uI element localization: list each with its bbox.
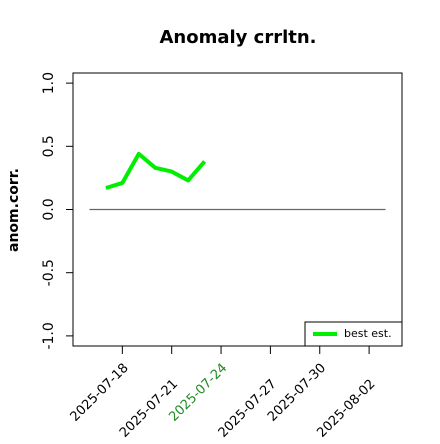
data-line [105,151,207,190]
y-tick-label: -0.5 [41,259,57,286]
legend-box [304,321,403,347]
y-tick-label: -1.0 [41,322,57,349]
y-tick-label: 0.5 [41,135,57,157]
legend-label: best est. [344,327,392,340]
chart-title: Anomaly crrltn. [159,27,316,48]
x-tick-label: 2025-07-30 [265,361,329,425]
x-tick-label: 2025-08-02 [314,377,378,440]
y-tick-label: 0.0 [41,198,57,220]
y-axis-title: anom.corr. [6,168,22,252]
x-tick-label: 2025-07-24 [166,361,230,425]
x-tick-label: 2025-07-18 [68,361,132,425]
y-tick-label: 1.0 [41,72,57,94]
